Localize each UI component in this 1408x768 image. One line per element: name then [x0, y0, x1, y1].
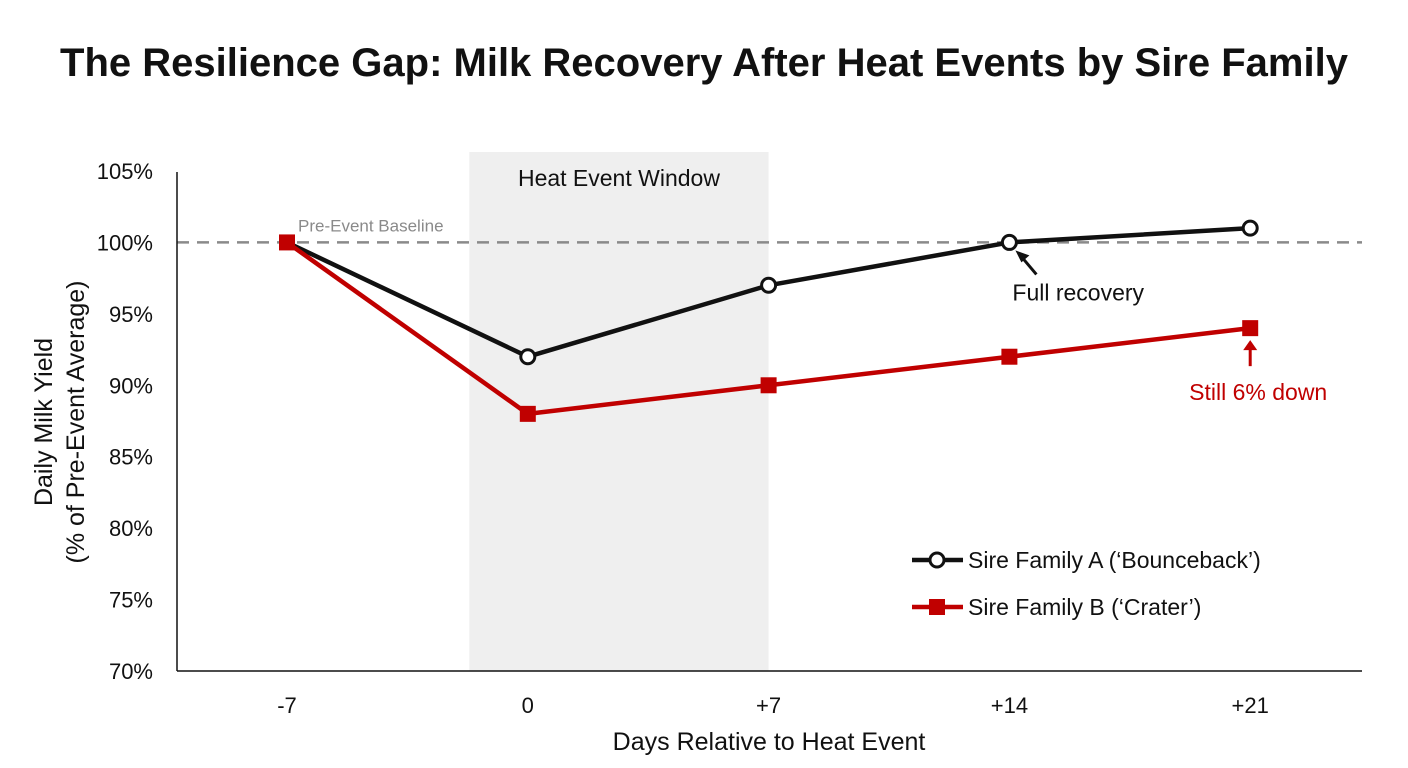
- x-tick-label: +7: [756, 693, 781, 718]
- legend-sire-family-a-marker: [928, 551, 946, 569]
- heat-event-window: [469, 152, 769, 671]
- still-down-arrowhead: [1243, 340, 1258, 351]
- sire-family-a-point: [760, 276, 778, 294]
- y-tick-label: 90%: [109, 373, 153, 398]
- sire-family-b-point: [519, 405, 536, 422]
- y-tick-label: 85%: [109, 445, 153, 470]
- axes-layer: 70% 75% 80% 85% 90% 95% 100% 105% -7 0 +7 +14 +21: [97, 159, 1362, 718]
- y-axis-label-line1: Daily Milk Yield: [30, 338, 58, 506]
- heat-event-window-layer: Heat Event Window: [469, 152, 769, 671]
- x-tick-label: -7: [277, 693, 297, 718]
- legend: Sire Family A (‘Bounceback’) Sire Family …: [912, 547, 1261, 620]
- sire-family-b-point: [760, 377, 777, 394]
- x-tick-label: +14: [991, 693, 1028, 718]
- heat-event-window-label: Heat Event Window: [518, 165, 720, 191]
- y-tick-label: 75%: [109, 588, 153, 613]
- annotation-layer: Full recovery Still 6% down: [1012, 250, 1327, 405]
- sire-family-a-point: [1000, 233, 1018, 251]
- sire-family-b-point: [1001, 348, 1018, 365]
- legend-sire-family-a-label: Sire Family A (‘Bounceback’): [968, 547, 1261, 573]
- full-recovery-arrowhead: [1015, 250, 1030, 263]
- y-tick-label: 70%: [109, 659, 153, 684]
- x-tick-label: 0: [522, 693, 534, 718]
- y-tick-label: 105%: [97, 159, 153, 184]
- y-axis-label-line2: (% of Pre-Event Average): [62, 280, 90, 563]
- y-tick-label: 100%: [97, 230, 153, 255]
- sire-family-b-point: [1242, 320, 1259, 337]
- still-down-annotation: Still 6% down: [1189, 379, 1327, 405]
- x-axis-label: Days Relative to Heat Event: [613, 728, 926, 756]
- chart-title: The Resilience Gap: Milk Recovery After …: [60, 41, 1349, 85]
- sire-family-b-point: [279, 234, 295, 251]
- series-layer: [279, 219, 1259, 422]
- full-recovery-annotation: Full recovery: [1012, 279, 1144, 305]
- legend-sire-family-b-label: Sire Family B (‘Crater’): [968, 594, 1201, 620]
- sire-family-a-point: [1241, 219, 1259, 237]
- sire-family-a-point: [519, 348, 537, 366]
- legend-sire-family-b-marker: [929, 599, 945, 615]
- y-tick-label: 80%: [109, 516, 153, 541]
- baseline-layer: Pre-Event Baseline: [177, 216, 1362, 244]
- y-tick-label: 95%: [109, 302, 153, 327]
- baseline-label: Pre-Event Baseline: [298, 216, 444, 235]
- x-tick-label: +21: [1232, 693, 1269, 718]
